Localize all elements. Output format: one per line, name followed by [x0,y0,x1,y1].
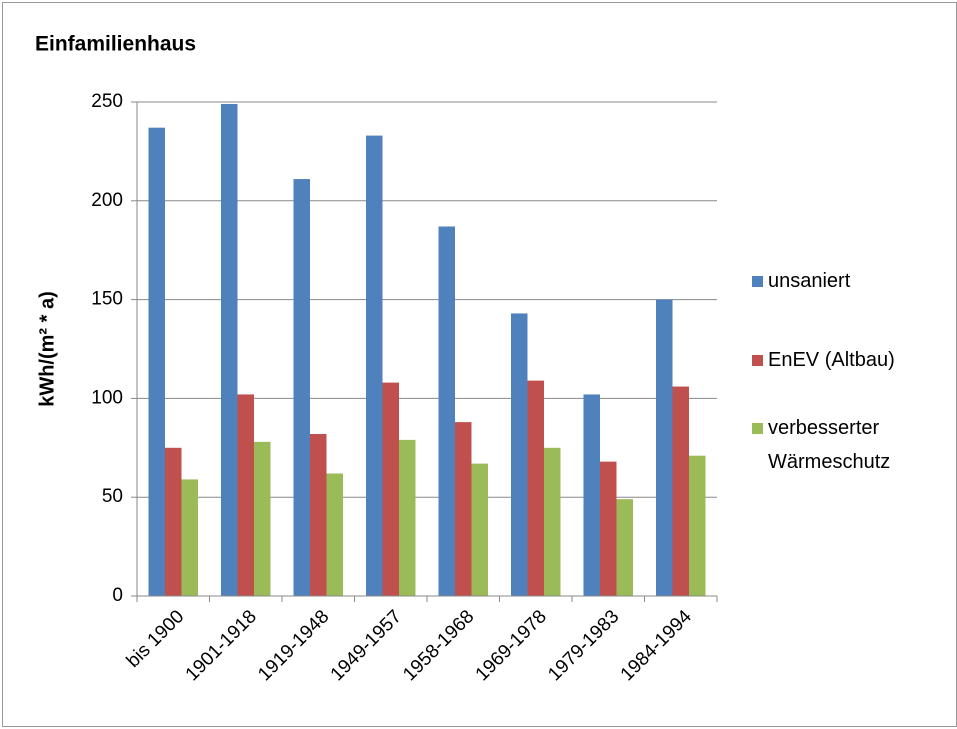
bar [656,299,673,596]
legend-swatch [752,276,763,287]
bar [181,479,198,596]
x-tick-label: 1901-1918 [182,606,261,685]
bar [382,382,399,596]
x-tick-label: 1969-1978 [472,606,551,685]
bar [438,226,455,596]
bar [583,394,600,596]
bar [165,447,182,596]
legend-label: unsaniert [768,270,851,292]
bar [527,380,544,596]
y-tick-label: 100 [91,387,123,408]
legend-swatch [752,423,763,434]
bar [366,135,383,597]
bar [600,461,617,596]
x-tick-label: 1949-1957 [327,606,406,685]
bar [471,463,488,596]
bar [544,447,561,596]
bar [293,179,310,596]
legend-label: EnEV (Altbau) [768,349,895,371]
legend-item: unsaniert [752,264,952,298]
bar [254,441,271,596]
legend-item: verbesserter Wärmeschutz [752,411,952,479]
y-tick-label: 150 [91,289,123,310]
bar [237,394,254,596]
x-tick-label: bis 1900 [123,606,189,672]
bar [689,455,706,596]
bar [511,313,528,596]
x-tick-label: 1919-1948 [254,606,333,685]
bar [672,386,689,596]
y-tick-label: 0 [112,585,123,606]
y-tick-label: 200 [91,190,123,211]
bar [148,127,165,597]
legend-swatch [752,355,763,366]
bar [310,433,327,596]
x-tick-label: 1958-1968 [399,606,478,685]
bar [455,422,472,596]
y-tick-label: 250 [91,91,123,112]
legend-item: EnEV (Altbau) [752,343,952,377]
x-tick-label: 1984-1994 [617,606,696,685]
chart-title: Einfamilienhaus [35,33,196,56]
bar [326,473,343,596]
y-axis-label: kWh/(m² * a) [36,291,58,407]
x-tick-label: 1979-1983 [544,606,623,685]
bar [221,103,238,596]
legend-label: verbesserter Wärmeschutz [768,417,891,473]
bar [399,439,416,596]
y-tick-label: 50 [102,486,123,507]
bar [616,499,633,596]
